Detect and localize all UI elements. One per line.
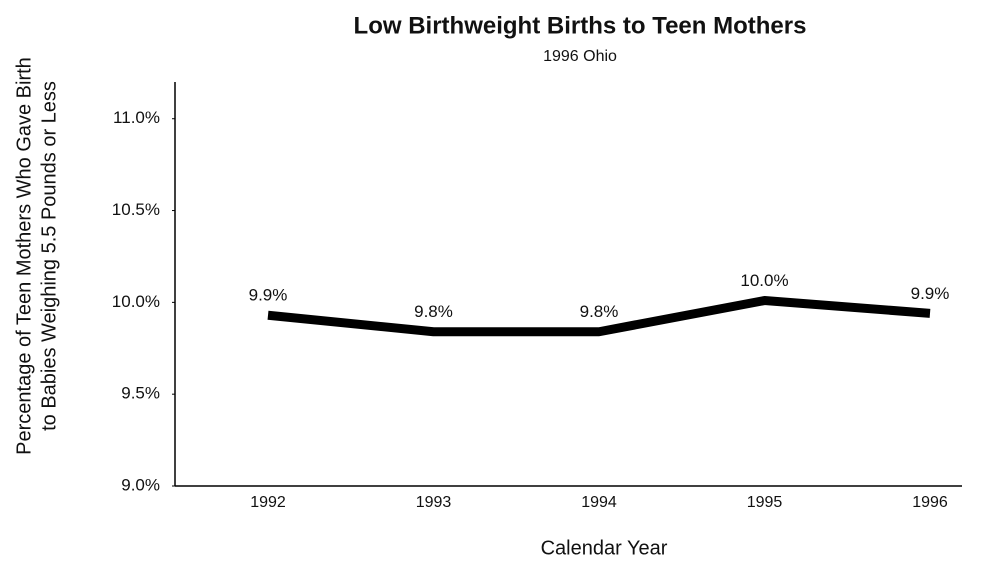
- y-tick-label: 11.0%: [113, 108, 160, 127]
- x-tick-label: 1993: [416, 494, 452, 511]
- y-axis-label: to Babies Weighing 5.5 Pounds or Less: [38, 81, 60, 431]
- chart-subtitle: 1996 Ohio: [543, 48, 617, 65]
- y-tick-label: 10.0%: [112, 292, 160, 311]
- data-label: 9.8%: [580, 302, 619, 321]
- x-axis-label: Calendar Year: [541, 537, 668, 559]
- y-tick-label: 9.5%: [121, 384, 160, 403]
- line: [267, 296, 931, 337]
- y-tick-label: 9.0%: [121, 475, 160, 494]
- chart-title: Low Birthweight Births to Teen Mothers: [354, 12, 807, 39]
- data-label: 9.9%: [911, 284, 950, 303]
- y-axis-label: Percentage of Teen Mothers Who Gave Birt…: [13, 57, 35, 455]
- y-tick-label: 10.5%: [112, 200, 160, 219]
- data-label: 10.0%: [740, 271, 788, 290]
- x-tick-label: 1994: [581, 494, 617, 511]
- data-label: 9.8%: [414, 302, 453, 321]
- x-tick-label: 1992: [250, 494, 286, 511]
- x-tick-label: 1995: [747, 494, 783, 511]
- x-tick-label: 1996: [912, 494, 948, 511]
- data-label: 9.9%: [249, 286, 288, 305]
